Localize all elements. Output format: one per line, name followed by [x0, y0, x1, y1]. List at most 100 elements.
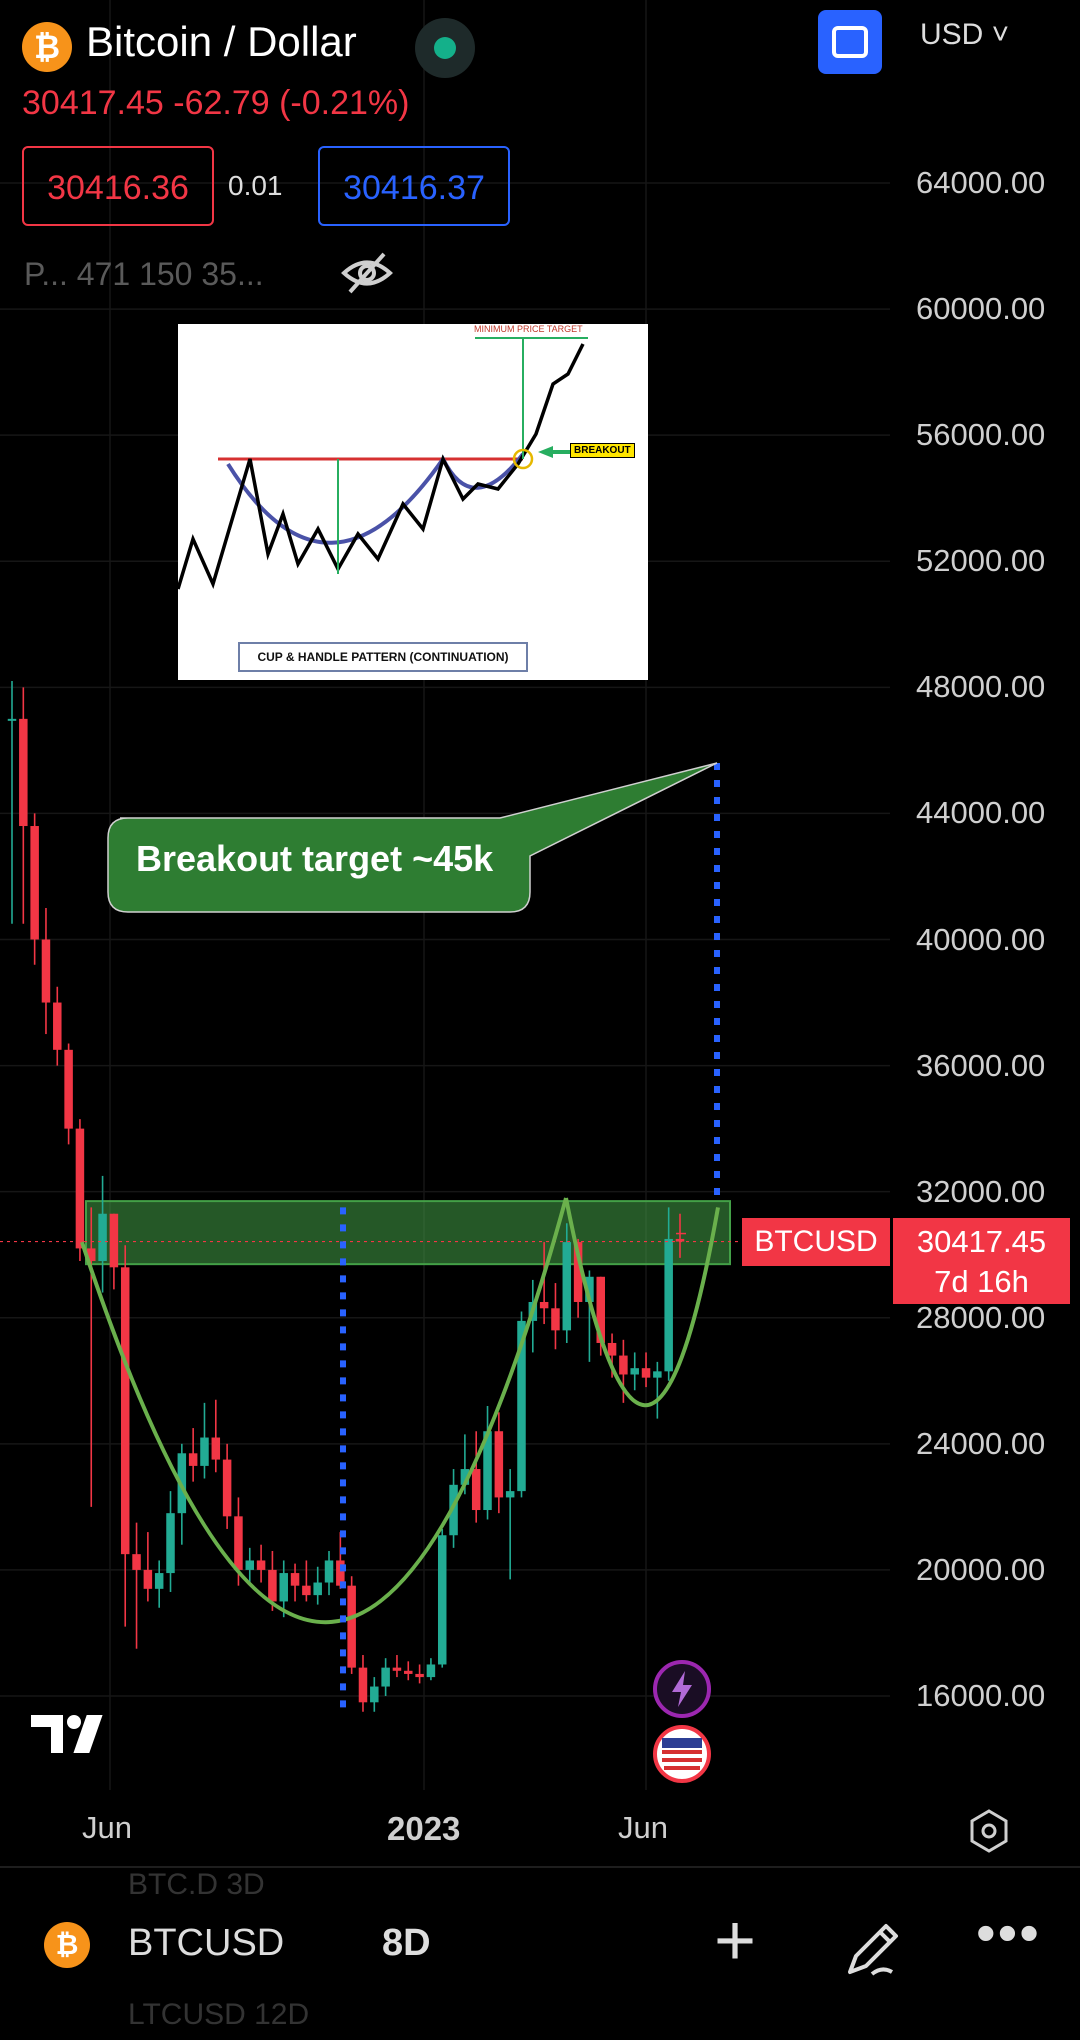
ghost-symbol-above: BTC.D 3D: [128, 1868, 265, 1901]
candle-body: [19, 718, 28, 827]
add-plus-icon[interactable]: +: [714, 1901, 757, 1981]
candle-body: [336, 1560, 345, 1586]
y-tick-label: 32000.00: [916, 1173, 1046, 1209]
more-menu-icon[interactable]: •••: [976, 1901, 1041, 1964]
candle-body: [551, 1308, 560, 1331]
breakout-callout-bubble: [107, 762, 718, 913]
candle-body: [562, 1242, 572, 1331]
candle-body: [120, 1267, 130, 1555]
candle-body: [302, 1585, 311, 1596]
candle-body: [324, 1560, 334, 1583]
bitcoin-coin-icon: ₿: [22, 22, 72, 72]
y-tick-label: 56000.00: [916, 417, 1046, 453]
candle-body: [596, 1276, 605, 1343]
y-tick-label: 60000.00: [916, 291, 1046, 327]
y-tick-label: 40000.00: [916, 921, 1046, 957]
candle-body: [222, 1459, 232, 1517]
fullscreen-icon: [832, 26, 868, 58]
candle-body: [483, 1431, 492, 1511]
candle-body: [245, 1560, 255, 1570]
symbol-price-tag: BTCUSD: [742, 1218, 890, 1266]
candle-body: [64, 1049, 73, 1129]
candle-body: [585, 1276, 594, 1302]
y-tick-label: 52000.00: [916, 543, 1046, 579]
buy-button[interactable]: 30416.37: [318, 146, 510, 226]
y-tick-label: 64000.00: [916, 165, 1046, 200]
lightning-event-icon[interactable]: [652, 1659, 712, 1719]
spread-value: 0.01: [228, 170, 283, 201]
candle-body: [41, 939, 51, 1003]
drawing-pencil-icon[interactable]: [842, 1916, 906, 1980]
last-price-tag: 30417.45 7d 16h: [893, 1218, 1070, 1304]
y-tick-label: 20000.00: [916, 1551, 1046, 1587]
candle-body: [449, 1484, 458, 1536]
breakout-callout-text[interactable]: Breakout target ~45k: [136, 838, 494, 879]
candle-body: [437, 1535, 447, 1665]
candle-body: [664, 1238, 673, 1372]
candle-body: [426, 1664, 436, 1678]
x-tick-label: Jun: [618, 1810, 668, 1845]
y-tick-label: 36000.00: [916, 1047, 1046, 1083]
bar-countdown: 7d 16h: [934, 1264, 1029, 1299]
fullscreen-button[interactable]: [818, 10, 882, 74]
candle-body: [347, 1585, 356, 1668]
market-open-indicator[interactable]: [415, 18, 475, 78]
candle-body: [268, 1569, 277, 1602]
timeframe-selector[interactable]: 8D: [382, 1922, 431, 1964]
candle-body: [200, 1437, 209, 1466]
candle-body: [290, 1573, 300, 1586]
candle-body: [675, 1238, 685, 1242]
candle-body: [471, 1469, 481, 1511]
candle-body: [358, 1667, 368, 1703]
candle-body: [75, 1128, 85, 1249]
candle-body: [256, 1560, 266, 1570]
chart-settings-icon[interactable]: [966, 1808, 1012, 1854]
resistance-zone: [85, 1200, 731, 1266]
candle-body: [607, 1342, 617, 1356]
candle-body: [573, 1242, 583, 1302]
cup-curve: [80, 1197, 568, 1624]
bottom-toolbar: BTC.D 3D LTCUSD 12D: [0, 1866, 1080, 2040]
candle-body: [619, 1355, 628, 1375]
last-price-value: 30417.45: [916, 1224, 1047, 1259]
candle-body: [279, 1573, 288, 1602]
resistance-zone-layer: [85, 1200, 731, 1266]
sell-button[interactable]: 30416.36: [22, 146, 214, 226]
currency-label: USD: [920, 18, 984, 51]
candle-body: [630, 1368, 639, 1375]
candle-body: [494, 1431, 504, 1498]
candle-body: [166, 1513, 175, 1574]
candle-body: [404, 1670, 413, 1674]
candle-body: [517, 1320, 526, 1492]
symbol-selector[interactable]: BTCUSD: [128, 1922, 285, 1964]
hide-eye-icon[interactable]: [340, 250, 394, 296]
candle-body: [132, 1554, 141, 1570]
candle-body: [143, 1569, 153, 1589]
symbol-title[interactable]: Bitcoin / Dollar: [86, 18, 357, 65]
tradingview-logo-icon: [29, 1713, 106, 1755]
bitcoin-small-icon: ₿: [44, 1922, 90, 1968]
us-flag-event-icon[interactable]: [652, 1724, 712, 1784]
y-tick-label: 24000.00: [916, 1425, 1046, 1461]
candle-body: [87, 1248, 96, 1262]
candle-body: [154, 1573, 164, 1589]
currency-selector[interactable]: USD ˅: [920, 18, 1010, 51]
handle-curve: [564, 1197, 720, 1408]
inset-target-label: MINIMUM PRICE TARGET: [474, 324, 583, 334]
inset-breakout-label: BREAKOUT: [570, 443, 635, 458]
x-tick-label: Jun: [82, 1810, 132, 1845]
candle-body: [370, 1686, 379, 1703]
candle-body: [313, 1582, 322, 1596]
inset-caption: CUP & HANDLE PATTERN (CONTINUATION): [238, 642, 528, 672]
y-tick-label: 48000.00: [916, 669, 1046, 705]
overlay-layer: [0, 762, 742, 1715]
indicator-info-line[interactable]: P... 471 150 35...: [24, 256, 264, 292]
y-tick-label: 28000.00: [916, 1299, 1046, 1335]
candle-body: [109, 1213, 119, 1268]
price-chart[interactable]: [0, 0, 1080, 1866]
candle-body: [381, 1667, 390, 1687]
cup-handle-diagram: [176, 337, 588, 590]
candle-body: [460, 1469, 470, 1485]
candle-body: [188, 1453, 198, 1466]
candle-body: [211, 1437, 221, 1460]
